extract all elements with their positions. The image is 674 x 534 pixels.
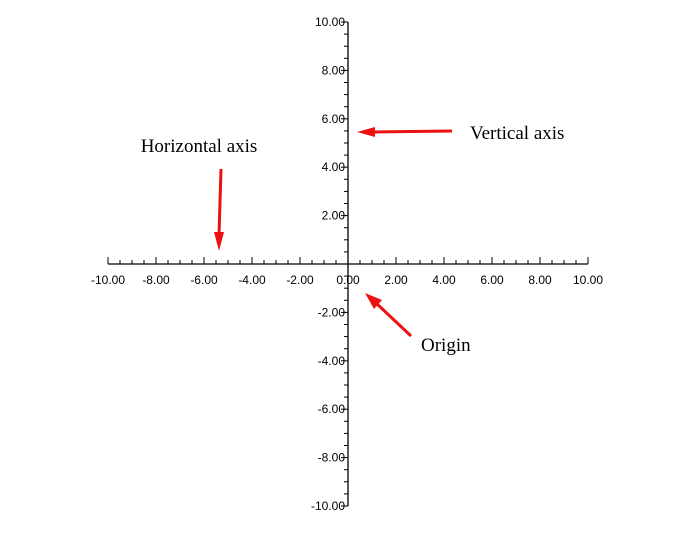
x-tick-label: -6.00 (190, 273, 218, 287)
y-tick-label: -10.00 (311, 499, 345, 513)
x-tick-label: -4.00 (238, 273, 266, 287)
horizontal-axis-label: Horizontal axis (141, 136, 258, 157)
origin-arrowhead (365, 293, 382, 309)
origin-label: Origin (421, 335, 471, 356)
y-tick-labels: 10.00 8.00 6.00 4.00 2.00 -2.00 -4.00 -6.00 -8.0… (311, 15, 345, 513)
vertical-axis-label: Vertical axis (470, 123, 564, 144)
x-tick-label: 6.00 (480, 273, 504, 287)
tick-marks (107, 21, 589, 507)
x-tick-label: -2.00 (286, 273, 314, 287)
origin-arrow-shaft (374, 301, 413, 338)
y-tick-label: 10.00 (315, 15, 345, 29)
annotation-vertical-axis: Vertical axis (357, 123, 564, 144)
x-tick-label: 0.00 (336, 273, 360, 287)
vertical-axis-arrow-shaft (372, 129, 453, 134)
annotation-origin: Origin (365, 293, 471, 356)
y-tick-label: -6.00 (318, 402, 346, 416)
y-tick-label: 2.00 (322, 209, 346, 223)
y-tick-label: 4.00 (322, 160, 346, 174)
vertical-axis-arrowhead (357, 127, 375, 137)
horizontal-axis-arrowhead (214, 232, 224, 251)
x-tick-label: 4.00 (432, 273, 456, 287)
y-tick-label: -4.00 (318, 354, 346, 368)
annotation-horizontal-axis: Horizontal axis (141, 136, 258, 251)
y-tick-label: 8.00 (322, 63, 346, 77)
x-tick-label: 8.00 (528, 273, 552, 287)
horizontal-axis-arrow-shaft (217, 168, 223, 236)
x-tick-label: -10.00 (91, 273, 125, 287)
y-tick-label: -2.00 (318, 305, 346, 319)
y-tick-label: -8.00 (318, 451, 346, 465)
x-tick-label: 2.00 (384, 273, 408, 287)
x-tick-labels: -10.00 -8.00 -6.00 -4.00 -2.00 0.00 2.00 4.00 6.… (91, 273, 603, 287)
y-tick-label: 6.00 (322, 112, 346, 126)
x-tick-label: -8.00 (142, 273, 170, 287)
x-tick-label: 10.00 (573, 273, 603, 287)
